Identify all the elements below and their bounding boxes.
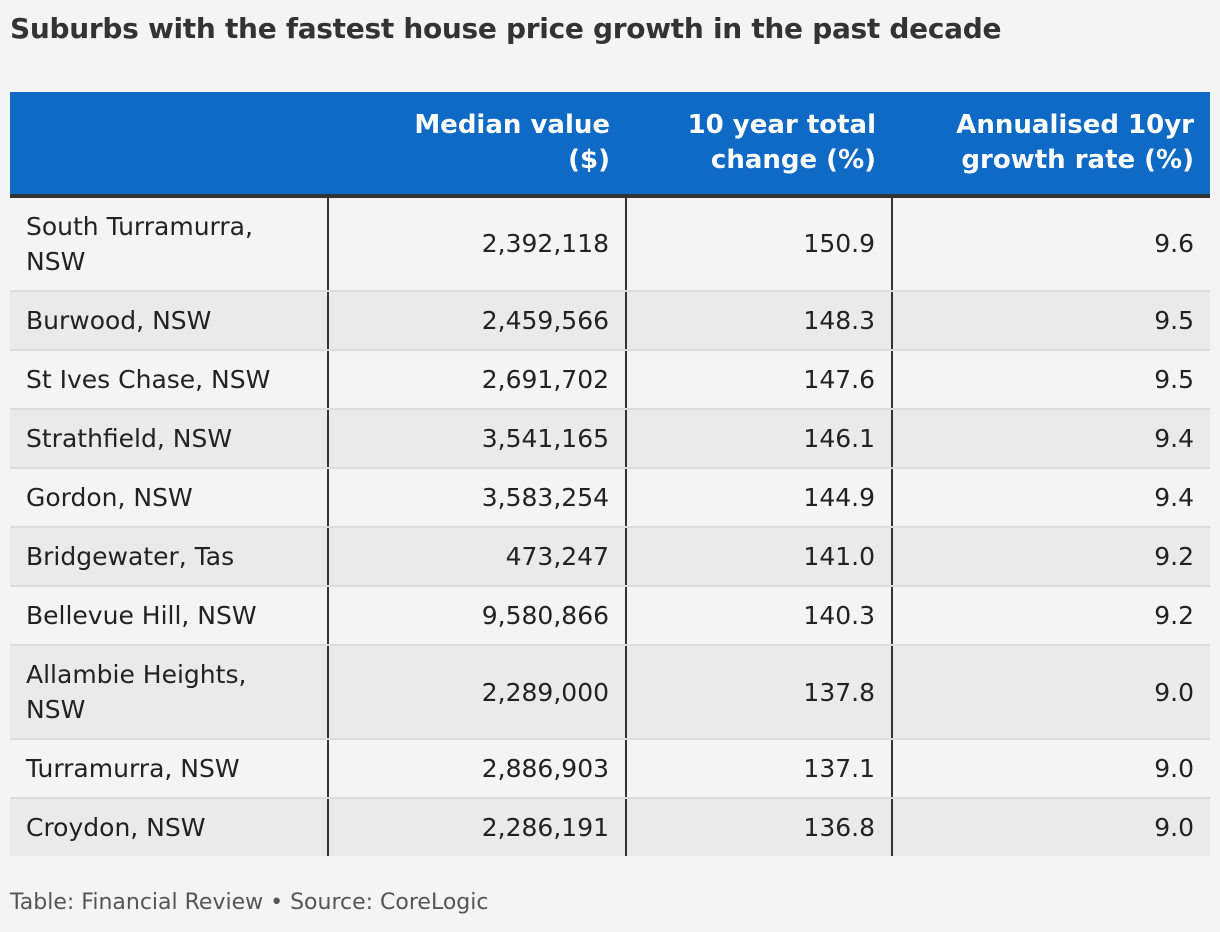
- table-row: Bridgewater, Tas 473,247 141.0 9.2: [10, 527, 1210, 587]
- header-change-line-1: 10 year total: [687, 110, 876, 140]
- suburb-name-line-2: NSW: [26, 695, 86, 724]
- chart-title: Suburbs with the fastest house price gro…: [10, 12, 1002, 45]
- suburb-name-line-2: NSW: [26, 247, 86, 276]
- table-row: Croydon, NSW 2,286,191 136.8 9.0: [10, 798, 1210, 856]
- suburb-name-line-1: Allambie Heights,: [26, 660, 247, 689]
- source-footer: Table: Financial Review • Source: CoreLo…: [10, 890, 489, 915]
- header-cell-total-change: 10 year total change (%): [626, 92, 892, 198]
- median-value-cell: 2,286,191: [328, 798, 627, 856]
- total-change-cell: 150.9: [626, 196, 893, 292]
- median-value-cell: 9,580,866: [328, 586, 627, 646]
- header-rate-line-1: Annualised 10yr: [956, 110, 1194, 140]
- total-change-cell: 140.3: [626, 586, 893, 646]
- header-median-line-2: ($): [568, 145, 610, 175]
- total-change-cell: 136.8: [626, 798, 893, 856]
- total-change-cell: 137.8: [626, 645, 893, 740]
- suburb-name-line-1: South Turramurra,: [26, 212, 253, 241]
- growth-rate-cell: 9.5: [892, 291, 1210, 351]
- total-change-cell: 144.9: [626, 468, 893, 528]
- median-value-cell: 2,392,118: [328, 196, 627, 292]
- header-row: Median value ($) 10 year total change (%…: [10, 92, 1210, 198]
- header-cell-growth-rate: Annualised 10yr growth rate (%): [892, 92, 1210, 198]
- suburb-cell: Bridgewater, Tas: [10, 527, 329, 587]
- median-value-cell: 3,541,165: [328, 409, 627, 469]
- table-header: Median value ($) 10 year total change (%…: [10, 92, 1210, 198]
- suburb-cell: Turramurra, NSW: [10, 739, 329, 799]
- table-row: Turramurra, NSW 2,886,903 137.1 9.0: [10, 739, 1210, 799]
- growth-rate-cell: 9.0: [892, 798, 1210, 856]
- table-row: Bellevue Hill, NSW 9,580,866 140.3 9.2: [10, 586, 1210, 646]
- median-value-cell: 2,886,903: [328, 739, 627, 799]
- growth-rate-cell: 9.4: [892, 468, 1210, 528]
- header-rate-line-2: growth rate (%): [961, 145, 1194, 175]
- table-row: Gordon, NSW 3,583,254 144.9 9.4: [10, 468, 1210, 528]
- table-row: South Turramurra, NSW 2,392,118 150.9 9.6: [10, 196, 1210, 292]
- header-cell-median-value: Median value ($): [328, 92, 626, 198]
- suburb-cell: St Ives Chase, NSW: [10, 350, 329, 410]
- total-change-cell: 146.1: [626, 409, 893, 469]
- growth-rate-cell: 9.0: [892, 739, 1210, 799]
- data-table-container: Median value ($) 10 year total change (%…: [10, 92, 1210, 856]
- median-value-cell: 2,289,000: [328, 645, 627, 740]
- median-value-cell: 2,691,702: [328, 350, 627, 410]
- table-body: South Turramurra, NSW 2,392,118 150.9 9.6 Bur…: [10, 196, 1210, 856]
- median-value-cell: 473,247: [328, 527, 627, 587]
- table-row: Burwood, NSW 2,459,566 148.3 9.5: [10, 291, 1210, 351]
- suburb-cell: Allambie Heights, NSW: [10, 645, 329, 740]
- data-table: Median value ($) 10 year total change (%…: [10, 92, 1210, 856]
- suburb-cell: Gordon, NSW: [10, 468, 329, 528]
- total-change-cell: 137.1: [626, 739, 893, 799]
- growth-rate-cell: 9.2: [892, 586, 1210, 646]
- table-row: St Ives Chase, NSW 2,691,702 147.6 9.5: [10, 350, 1210, 410]
- growth-rate-cell: 9.6: [892, 196, 1210, 292]
- growth-rate-cell: 9.4: [892, 409, 1210, 469]
- median-value-cell: 2,459,566: [328, 291, 627, 351]
- suburb-cell: Strathfield, NSW: [10, 409, 329, 469]
- total-change-cell: 148.3: [626, 291, 893, 351]
- suburb-cell: South Turramurra, NSW: [10, 196, 329, 292]
- header-cell-suburb: [10, 92, 328, 198]
- total-change-cell: 147.6: [626, 350, 893, 410]
- header-median-line-1: Median value: [414, 110, 610, 140]
- growth-rate-cell: 9.5: [892, 350, 1210, 410]
- header-change-line-2: change (%): [710, 145, 876, 175]
- table-row: Allambie Heights, NSW 2,289,000 137.8 9.0: [10, 645, 1210, 740]
- suburb-cell: Bellevue Hill, NSW: [10, 586, 329, 646]
- total-change-cell: 141.0: [626, 527, 893, 587]
- growth-rate-cell: 9.0: [892, 645, 1210, 740]
- median-value-cell: 3,583,254: [328, 468, 627, 528]
- table-row: Strathfield, NSW 3,541,165 146.1 9.4: [10, 409, 1210, 469]
- growth-rate-cell: 9.2: [892, 527, 1210, 587]
- suburb-cell: Burwood, NSW: [10, 291, 329, 351]
- suburb-cell: Croydon, NSW: [10, 798, 329, 856]
